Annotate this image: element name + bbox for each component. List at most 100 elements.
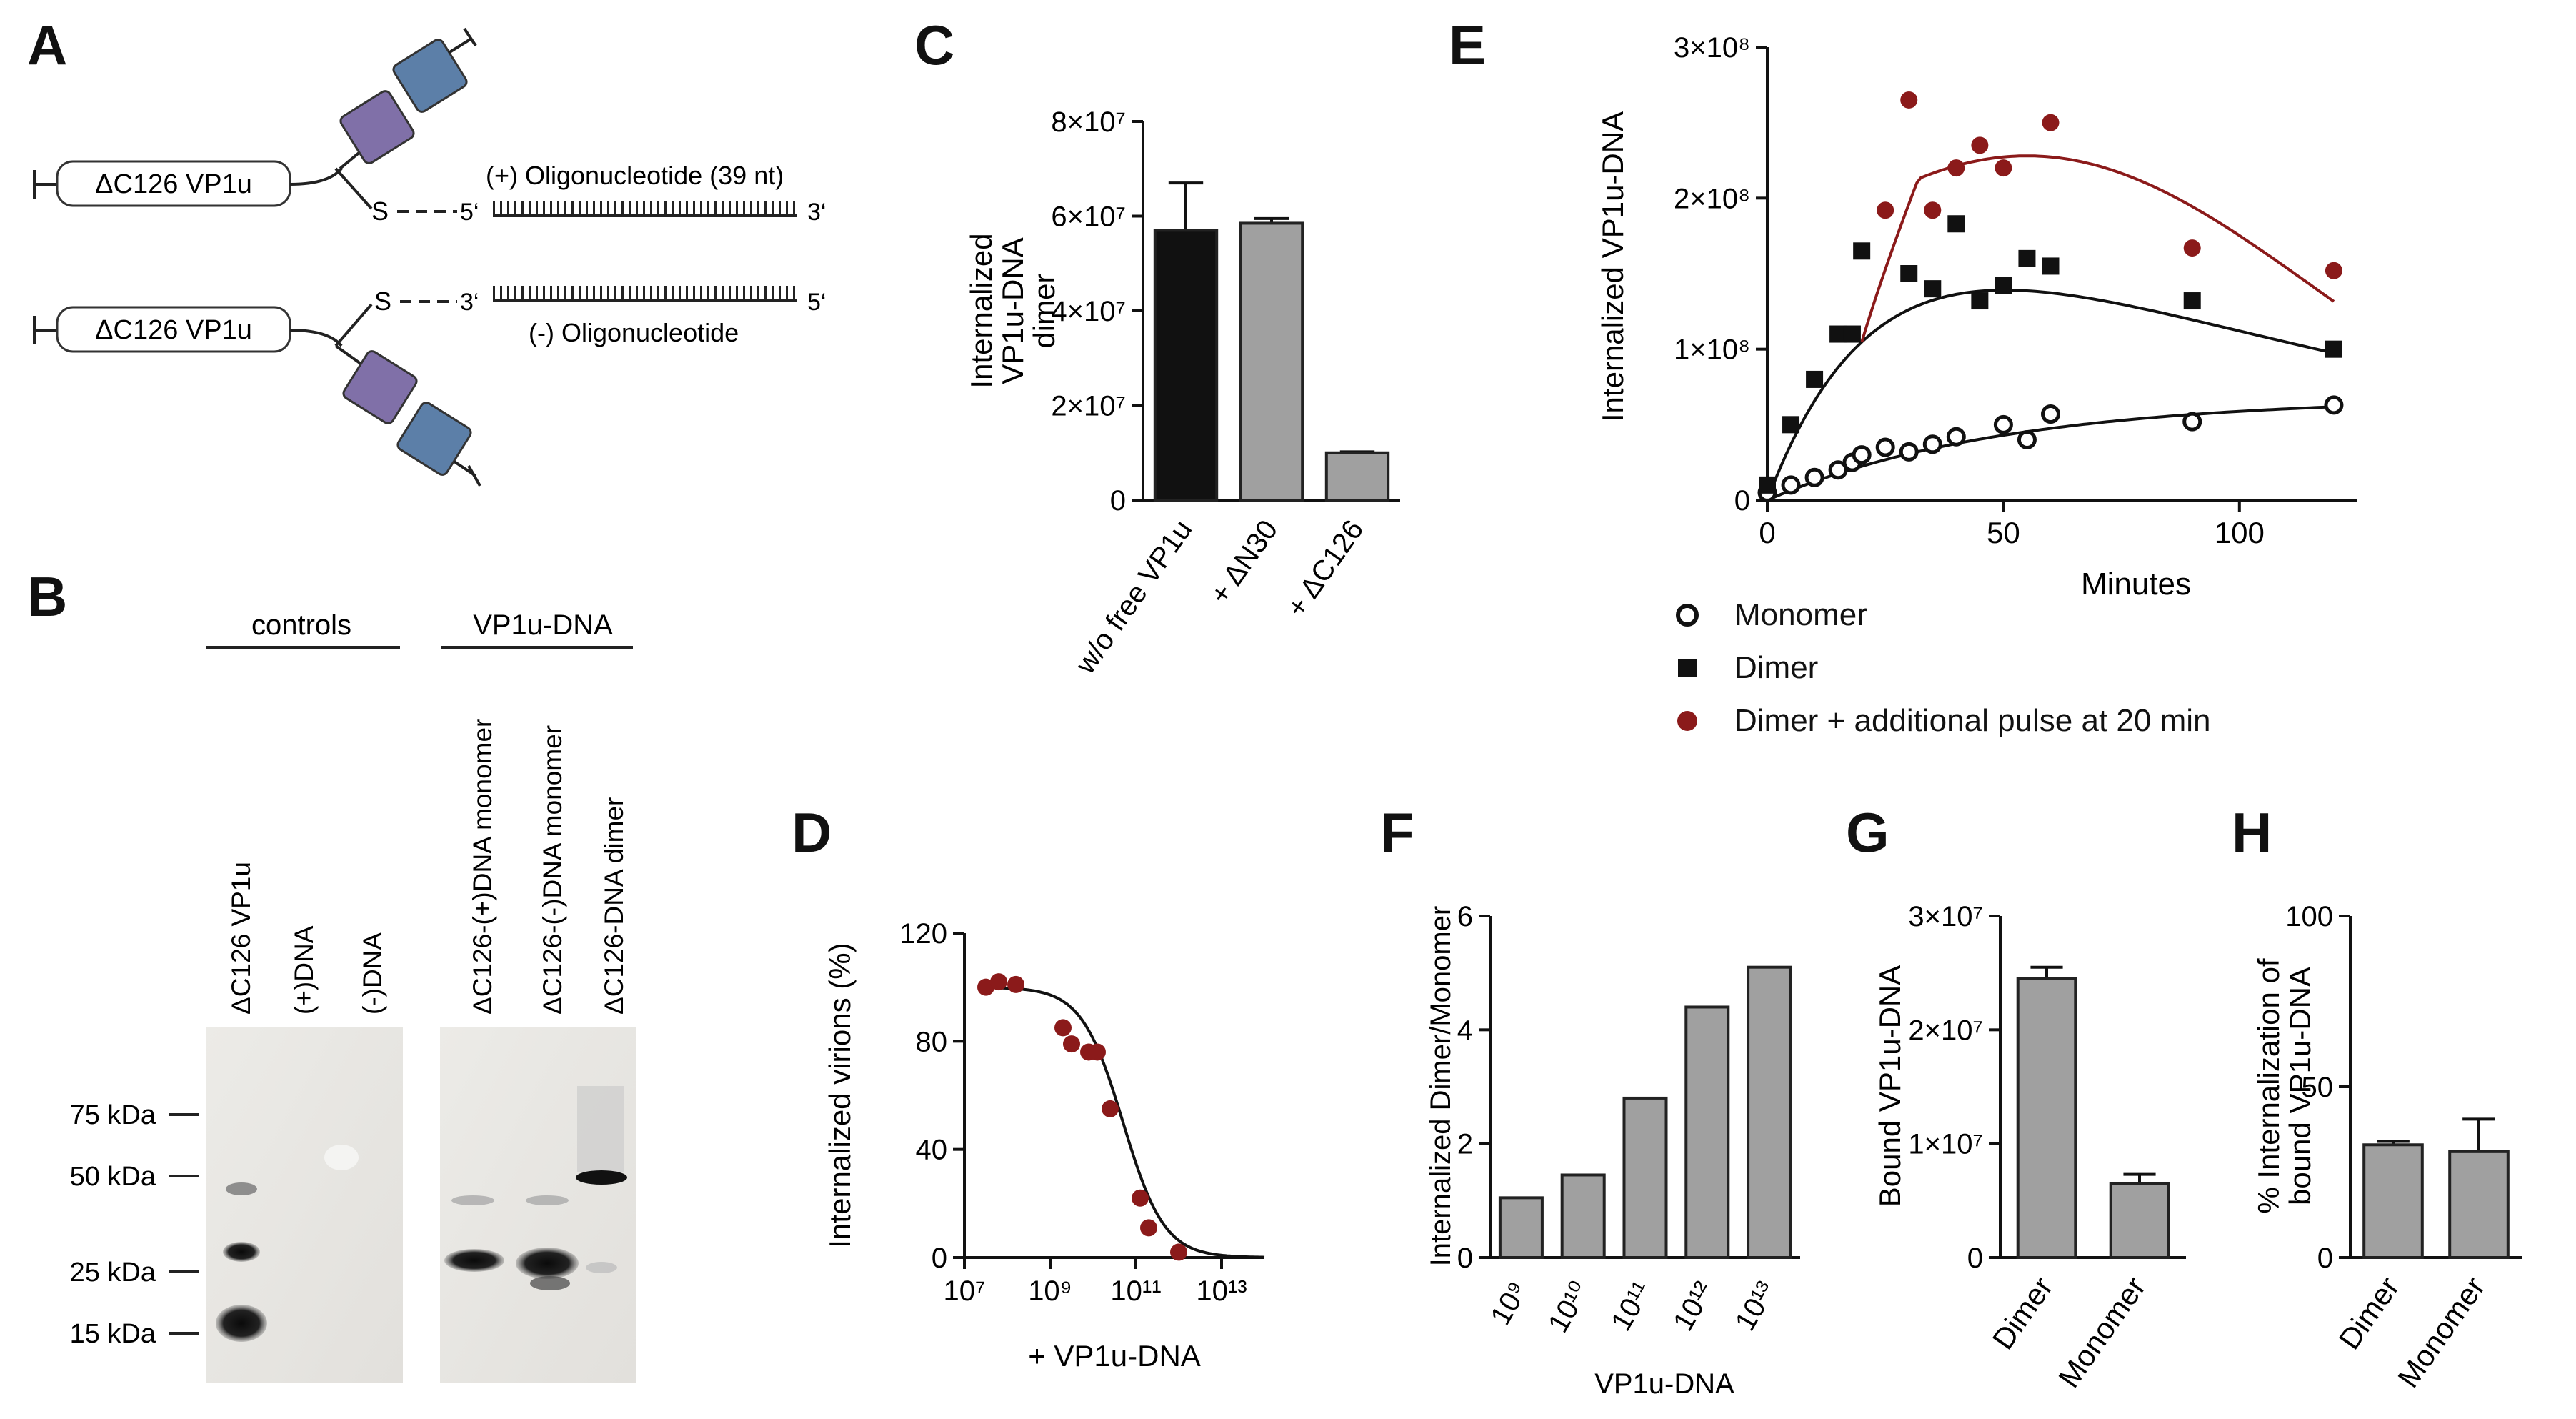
data-point [1140,1219,1157,1237]
data-point [2183,292,2201,310]
data-point [1170,1243,1187,1261]
data-point [990,973,1007,991]
data-point [1993,414,2013,434]
bar [2362,1143,2424,1260]
bar [2016,977,2077,1259]
bar [1239,221,1304,502]
y-tick-label: 1×10⁷ [1908,1129,1983,1160]
bar [1560,1173,1606,1259]
data-point [1924,201,1942,219]
data-point [1007,975,1024,993]
y-tick-label: 6 [1457,901,1473,932]
y-tick-label: 0 [1110,485,1126,517]
chart-e: 0 1×10⁸ 2×10⁸ 3×10⁸ 0 50 100 Internalized VP1u-… [1596,32,2357,602]
antibody-domain-purple-top [339,90,415,164]
y-tick-label: 8×10⁷ [1051,106,1126,138]
y-tick-label: 1×10⁸ [1674,334,1750,366]
x-tick-label: + ΔN30 [1204,514,1284,610]
y-tick-label: 50 [2302,1072,2334,1103]
chart-c: 0 2×10⁷ 4×10⁷ 6×10⁷ 8×10⁷ w/o free VP1u + ΔN30… [964,106,1400,680]
y-tick-label: 2×10⁷ [1908,1015,1983,1046]
data-point [2325,262,2342,279]
bar [1622,1096,1668,1260]
y-tick-label: 4×10⁷ [1051,296,1126,327]
bar [2109,1182,2170,1260]
data-point [1132,1189,1149,1207]
x-tick-label: 10¹¹ [1110,1275,1161,1307]
y-tick-label: 100 [2285,901,2333,932]
bar [1324,451,1390,502]
data-point [1843,325,1861,343]
data-point [1875,437,1895,457]
data-point [1995,277,2012,294]
x-tick-label: 10¹¹ [1605,1277,1658,1337]
legend-item-dimer-pulse: Dimer + additional pulse at 20 min [1674,703,2210,739]
data-point [2042,257,2060,275]
x-tick-label: w/o free VP1u [1069,514,1199,680]
chart-d: 0 40 80 120 10⁷ 10⁹ 10¹¹ 10¹³ Internalized virio… [823,918,1265,1373]
x-axis-label: + VP1u-DNA [1028,1339,1201,1373]
data-point [1877,201,1894,219]
x-tick-label: 10¹⁰ [1542,1277,1596,1338]
data-point [1900,265,1918,282]
panel-label-e: E [1449,14,1487,76]
marker-label: 25 kDa [70,1258,156,1288]
blot-vp1u-dna [440,1027,636,1383]
data-point [1063,1035,1080,1053]
marker-label: 75 kDa [70,1100,156,1130]
five-prime-top: 5‘ [460,199,479,226]
data-point [1995,159,2012,177]
three-prime-bottom: 3‘ [460,289,479,316]
marker-label: 50 kDa [70,1162,156,1192]
band [216,1305,267,1342]
data-point [2018,249,2036,267]
three-prime-top: 3‘ [807,199,826,226]
data-point [2017,429,2037,449]
y-tick-label: 2×10⁸ [1674,183,1750,214]
data-point [1971,292,1989,310]
y-axis-label: Bound VP1u-DNA [1873,965,1907,1208]
x-tick-label: 10¹² [1667,1277,1720,1337]
y-tick-label: 0 [2317,1243,2333,1274]
x-tick-label: Monomer [2052,1270,2152,1393]
data-point [1781,475,1801,495]
s-label-top: S [371,196,389,226]
y-tick-label: 0 [932,1243,947,1274]
data-point [2042,114,2060,131]
data-point [1804,467,1824,487]
panel-label-c: C [914,14,955,76]
y-axis-label: Internalized VP1u-DNA [1596,111,1629,422]
fit-curve [1767,405,2335,502]
y-axis-label: Internalized Dimer/Monomer [1425,906,1457,1267]
y-tick-label: 40 [916,1135,948,1166]
lane-label: ΔC126-DNA dimer [599,797,629,1015]
five-prime-bottom: 5‘ [807,289,826,316]
data-point [1947,159,1965,177]
bar [2448,1150,2510,1259]
panel-label-a: A [27,14,68,76]
panel-label-h: H [2232,801,2272,864]
data-point [2324,395,2344,415]
lane-label: ΔC126-(+)DNA monomer [468,719,497,1015]
bar [1153,229,1219,502]
fit-curve [986,986,1265,1259]
group-controls-label: controls [251,609,351,641]
marker-label: 15 kDa [70,1319,156,1349]
construct-bottom-label: ΔC126 VP1u [95,315,252,345]
legend-item-monomer: Monomer [1674,597,1867,633]
data-point [2182,412,2202,432]
antibody-domain-purple-bottom [342,350,418,424]
bar [1684,1005,1730,1259]
x-tick-label: Dimer [1986,1270,2060,1355]
legend-marker-open-circle [1676,604,1699,627]
x-tick-label: 100 [2215,516,2265,549]
data-point [2183,239,2201,257]
data-point [1947,215,1965,233]
y-tick-label: 0 [1734,485,1750,517]
panel-b-western-blot: controls VP1u-DNA ΔC126 VP1u (+)DNA (-)DNA… [70,609,636,1383]
x-tick-label: Dimer [2332,1270,2406,1355]
data-point [1899,442,1919,462]
